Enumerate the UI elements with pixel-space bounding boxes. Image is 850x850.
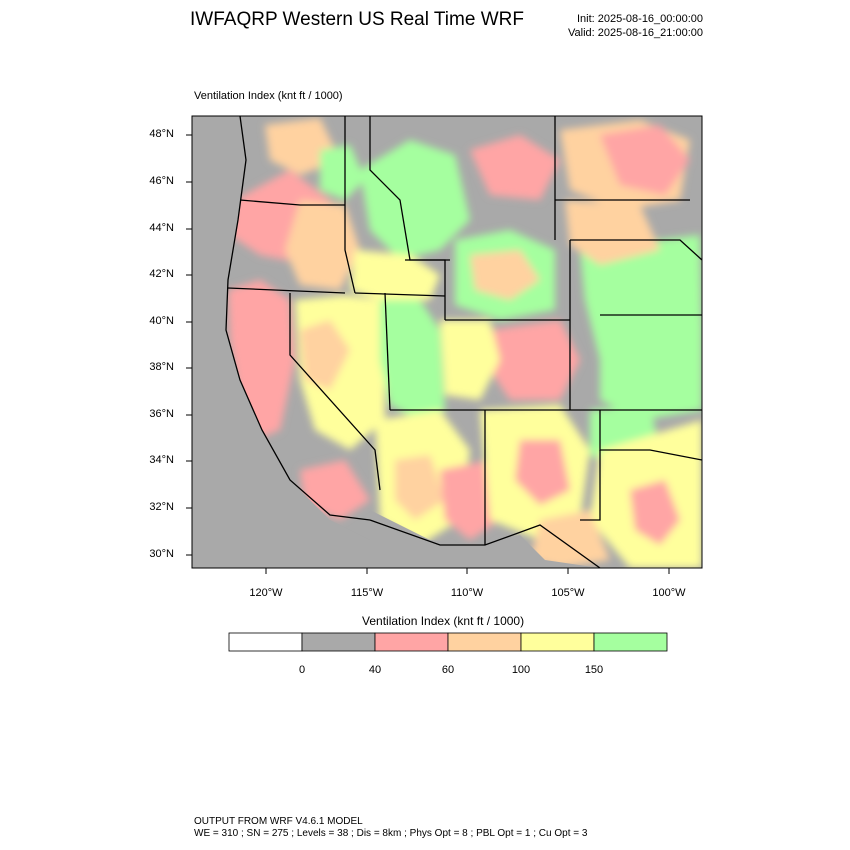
colorbar-bin (228, 632, 303, 652)
init-time: Init: 2025-08-16_00:00:00 (577, 13, 703, 25)
ut-id-border (354, 292, 446, 297)
sd-ne-border (570, 239, 702, 261)
or-ca-border (227, 287, 346, 294)
colorbar-tick-label: 60 (441, 664, 455, 676)
lat-label: 40°N (149, 315, 174, 327)
field-orange-sc (530, 510, 610, 568)
valid-time: Valid: 2025-08-16_21:00:00 (568, 27, 703, 39)
map-field-label: Ventilation Index (knt ft / 1000) (194, 90, 343, 102)
field-pink-mt (470, 135, 560, 200)
field-orange-wy (470, 250, 540, 300)
wa-or-border (239, 199, 345, 206)
field-pink-tx (630, 480, 680, 545)
id-west-border (344, 116, 356, 294)
lon-label: 100°W (652, 587, 686, 599)
field-yellow-id (350, 250, 440, 300)
map-frame (191, 115, 703, 569)
ca-nv-border (289, 293, 381, 491)
colorbar-bin (593, 632, 668, 652)
lon-label: 105°W (551, 587, 585, 599)
field-green-id (360, 140, 470, 260)
lat-label: 44°N (149, 222, 174, 234)
lat-label: 36°N (149, 408, 174, 420)
field-green-ks (600, 320, 702, 420)
field-green-wa (320, 145, 365, 200)
field-orange-nv (300, 320, 350, 390)
field-pink-sd (600, 125, 690, 195)
field-green-ut (380, 300, 445, 420)
field-pink-co (490, 320, 580, 400)
colorbar-tick-label: 0 (298, 664, 306, 676)
lat-label: 30°N (149, 548, 174, 560)
field-pink-sca (300, 460, 370, 520)
colorbar-bin (520, 632, 595, 652)
chart-title: IWFAQRP Western US Real Time WRF (190, 9, 524, 30)
coastline (225, 116, 371, 521)
lat-label: 48°N (149, 128, 174, 140)
field-orange-or (285, 200, 360, 290)
state-boundaries (225, 116, 702, 568)
nm-tx-border (580, 450, 601, 521)
lat-label: 46°N (149, 175, 174, 187)
colorbar-tick-label: 100 (511, 664, 531, 676)
lat-label: 38°N (149, 361, 174, 373)
map-ticks (186, 134, 670, 574)
lat-label: 32°N (149, 501, 174, 513)
lon-label: 115°W (350, 587, 384, 599)
nv-ut-border (384, 292, 391, 411)
footer-config-line: WE = 310 ; SN = 275 ; Levels = 38 ; Dis … (194, 828, 588, 839)
field-yellow-co (440, 320, 500, 400)
field-pink-nm (515, 440, 570, 505)
field-orange-sd (565, 200, 660, 265)
ut-wy-border (405, 259, 446, 320)
field-layer (228, 118, 702, 568)
lat-label: 42°N (149, 268, 174, 280)
ok-tx-border (599, 410, 702, 461)
us-mexico-border (369, 519, 601, 568)
colorbar-bin (374, 632, 449, 652)
footer-model-line: OUTPUT FROM WRF V4.6.1 MODEL (194, 816, 363, 827)
lon-label: 120°W (249, 587, 283, 599)
colorbar-tick-label: 40 (368, 664, 382, 676)
colorbar-title: Ventilation Index (knt ft / 1000) (362, 614, 525, 628)
colorbar-bin (447, 632, 522, 652)
lon-label: 110°W (450, 587, 484, 599)
mexico-area (370, 510, 600, 568)
field-orange-az (395, 455, 445, 520)
colorbar-boxes (228, 632, 668, 652)
colorbar-tick-label: 150 (584, 664, 604, 676)
lat-label: 34°N (149, 454, 174, 466)
colorbar-bin (301, 632, 376, 652)
